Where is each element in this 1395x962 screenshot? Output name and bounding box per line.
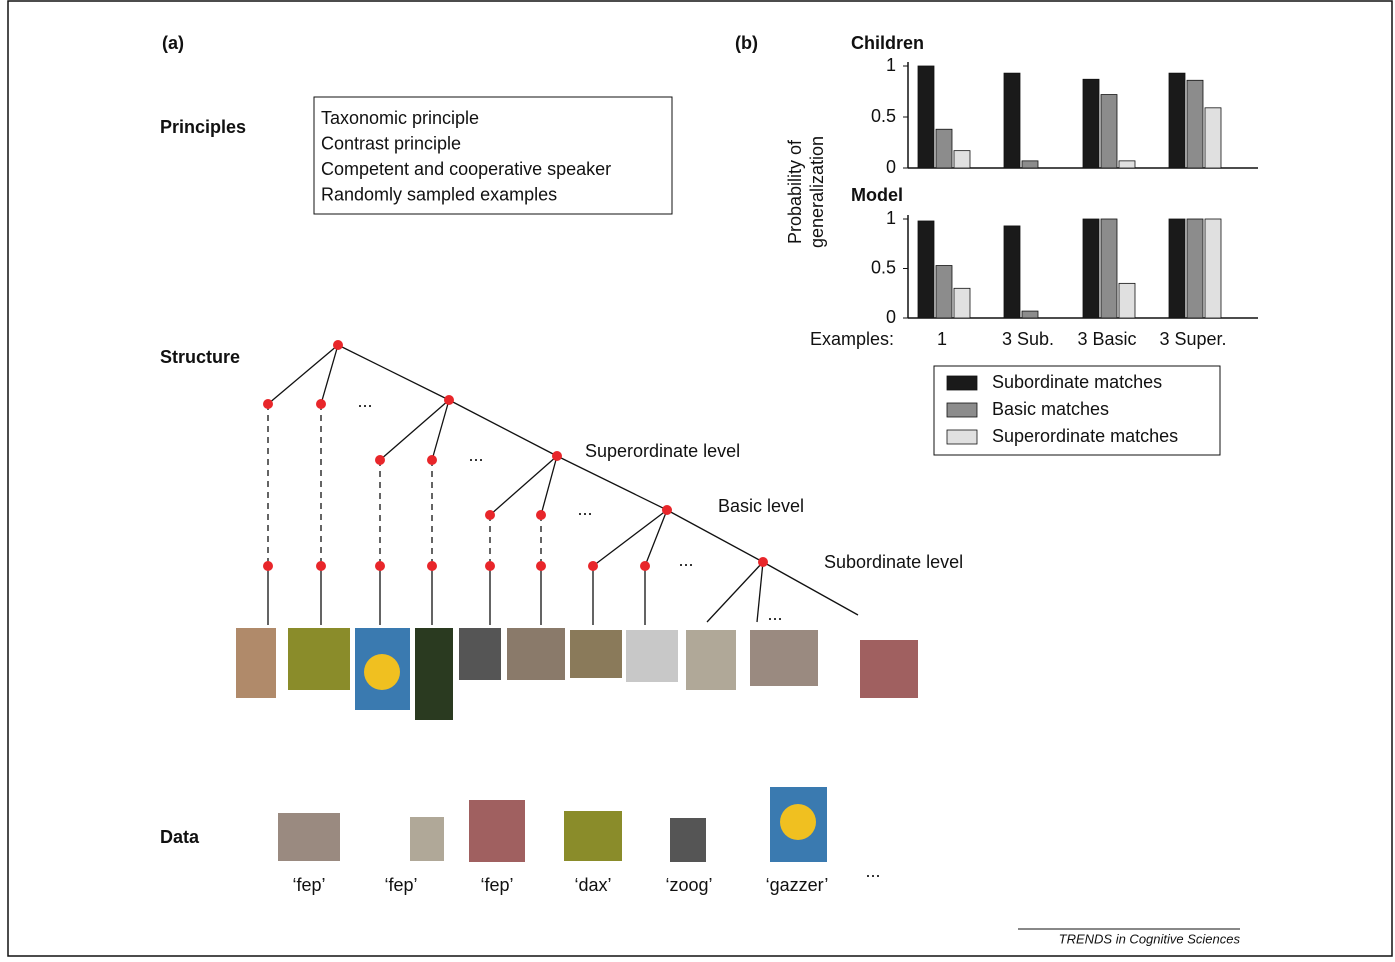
panel-label: (a)	[162, 33, 184, 53]
data-word: ‘fep’	[384, 875, 417, 895]
principles-box	[313, 96, 673, 215]
chart-title: Children	[851, 33, 924, 53]
bar	[1100, 218, 1118, 319]
y-tick-label: 0	[886, 157, 896, 177]
x-prefix: Examples:	[810, 329, 894, 349]
legend-swatch	[946, 375, 978, 391]
legend-label: Subordinate matches	[992, 372, 1162, 392]
bar	[917, 65, 935, 169]
y-tick-label: 0.5	[871, 257, 896, 277]
bar	[935, 265, 953, 319]
bar	[953, 287, 971, 319]
legend-box	[933, 365, 1221, 456]
frame	[7, 0, 1393, 957]
heading: Structure	[160, 347, 240, 367]
legend-swatch	[946, 429, 978, 445]
bar	[1186, 79, 1204, 169]
bar	[1118, 160, 1136, 169]
level-label: Basic level	[718, 496, 804, 516]
data-word: ‘fep’	[292, 875, 325, 895]
chart-title: Model	[851, 185, 903, 205]
legend-swatch	[946, 402, 978, 418]
bar	[1168, 72, 1186, 169]
y-tick-label: 1	[886, 55, 896, 75]
legend-label: Basic matches	[992, 399, 1109, 419]
level-label: Subordinate level	[824, 552, 963, 572]
bar	[1204, 218, 1222, 319]
y-axis-label: generalization	[807, 136, 827, 248]
bar	[1003, 72, 1021, 169]
x-tick-label: 3 Super.	[1159, 329, 1226, 349]
y-axis-label: Probability of	[785, 139, 805, 244]
bar	[1003, 225, 1021, 319]
bar	[1082, 218, 1100, 319]
y-tick-label: 0.5	[871, 106, 896, 126]
ellipsis: ...	[767, 604, 782, 624]
taxonomy-tree	[263, 340, 859, 625]
x-tick-label: 1	[937, 329, 947, 349]
x-tick-label: 3 Basic	[1077, 329, 1136, 349]
principle: Contrast principle	[321, 133, 461, 153]
bar	[1021, 310, 1039, 319]
data-word: ‘gazzer’	[766, 875, 829, 895]
principle: Competent and cooperative speaker	[321, 159, 611, 179]
y-tick-label: 1	[886, 208, 896, 228]
ellipsis: ...	[865, 861, 880, 881]
ellipsis: ...	[678, 550, 693, 570]
y-tick-label: 0	[886, 307, 896, 327]
bar	[1021, 160, 1039, 169]
data-word: ‘fep’	[480, 875, 513, 895]
bar	[935, 128, 953, 169]
bar	[917, 220, 935, 319]
heading: Principles	[160, 117, 246, 137]
panel-label: (b)	[735, 33, 758, 53]
bar	[1118, 282, 1136, 319]
photos	[236, 628, 918, 862]
bar	[1168, 218, 1186, 319]
principle: Taxonomic principle	[321, 108, 479, 128]
level-label: Superordinate level	[585, 441, 740, 461]
bar	[1186, 218, 1204, 319]
ellipsis: ...	[357, 391, 372, 411]
bar	[953, 150, 971, 169]
ellipsis: ...	[468, 445, 483, 465]
bar	[1082, 78, 1100, 169]
bar	[1204, 107, 1222, 169]
legend-label: Superordinate matches	[992, 426, 1178, 446]
x-tick-label: 3 Sub.	[1002, 329, 1054, 349]
heading: Data	[160, 827, 200, 847]
principle: Randomly sampled examples	[321, 184, 557, 204]
data-word: ‘zoog’	[665, 875, 712, 895]
ellipsis: ...	[577, 499, 592, 519]
data-word: ‘dax’	[574, 875, 611, 895]
bar	[1100, 94, 1118, 169]
footer: TRENDS in Cognitive Sciences	[1059, 931, 1241, 946]
